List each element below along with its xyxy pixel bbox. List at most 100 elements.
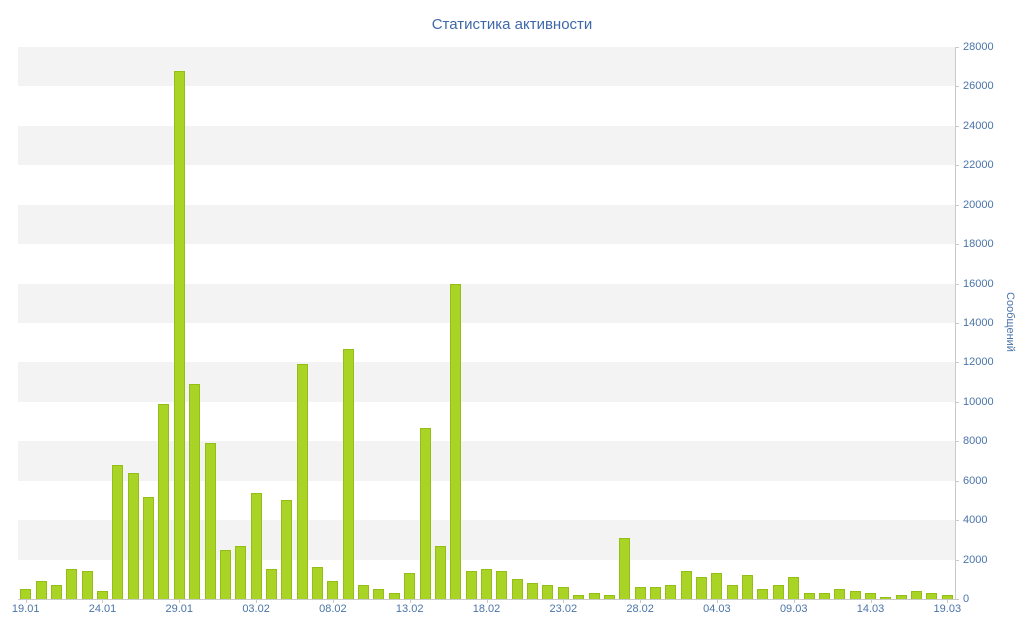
x-tick-label: 13.02 [395, 603, 424, 615]
y-tick [955, 323, 959, 324]
x-tick [870, 599, 872, 603]
background-band [18, 125, 955, 166]
bar-03.02 [250, 492, 262, 599]
bar-09.03 [788, 577, 800, 599]
bar-17.02 [465, 571, 477, 599]
y-tick [955, 165, 959, 167]
x-tick-label: 14.03 [856, 603, 885, 615]
bar-21.01 [50, 585, 62, 599]
x-tick-label: 19.01 [11, 603, 40, 615]
y-tick [955, 125, 959, 127]
bar-28.01 [158, 403, 170, 599]
bar-22.01 [66, 569, 78, 599]
x-tick-label: 18.02 [472, 603, 501, 615]
bar-01.02 [219, 549, 231, 599]
bar-30.01 [189, 384, 201, 599]
y-tick [955, 86, 959, 88]
bar-28.02 [634, 587, 646, 599]
bar-27.01 [143, 496, 155, 599]
bar-26.02 [603, 595, 615, 599]
y-tick-label: 4000 [963, 514, 988, 527]
y-tick [955, 480, 959, 482]
plot-area [18, 47, 955, 599]
y-tick [955, 520, 959, 522]
bar-04.03 [711, 573, 723, 599]
chart-title: Статистика активности [431, 16, 593, 33]
x-tick-label: 04.03 [703, 603, 731, 615]
background-band [18, 283, 955, 323]
y-tick-label: 10000 [963, 395, 994, 408]
bar-04.02 [265, 569, 277, 599]
y-tick-label: 20000 [963, 198, 994, 211]
bar-18.02 [481, 569, 492, 599]
bar-08.03 [772, 585, 784, 599]
bar-06.03 [742, 575, 754, 599]
bar-14.02 [419, 427, 431, 599]
bar-20.01 [35, 581, 47, 599]
bar-19.02 [496, 571, 508, 599]
y-tick [955, 204, 959, 206]
bar-12.03 [834, 589, 846, 599]
y-tick [955, 362, 959, 364]
x-tick [716, 599, 718, 603]
bar-07.03 [757, 589, 769, 599]
bar-27.02 [619, 537, 631, 599]
bar-01.03 [665, 585, 677, 599]
bar-07.02 [312, 567, 324, 599]
y-tick [955, 244, 959, 246]
bar-10.02 [358, 585, 370, 599]
y-tick [955, 47, 959, 48]
bar-17.03 [911, 591, 923, 599]
y-tick-label: 8000 [963, 435, 988, 448]
x-tick-label: 09.03 [779, 603, 808, 615]
background-band [18, 204, 955, 245]
x-tick [947, 599, 949, 603]
y-tick-label: 18000 [963, 238, 994, 251]
bar-19.01 [20, 589, 32, 599]
bar-31.01 [204, 443, 216, 599]
bar-23.02 [557, 587, 569, 599]
bar-15.03 [880, 597, 892, 599]
bar-15.02 [434, 545, 446, 599]
bar-03.03 [696, 577, 708, 599]
y-tick-label: 6000 [963, 474, 988, 487]
bar-06.02 [296, 364, 308, 599]
y-tick [955, 401, 959, 403]
y-axis-title: Сообщений [1004, 292, 1016, 352]
x-tick [25, 599, 27, 603]
bar-11.03 [818, 593, 830, 599]
x-tick-label: 19.03 [933, 603, 962, 615]
bar-24.01 [96, 591, 108, 599]
y-tick-label: 24000 [963, 119, 994, 132]
bar-11.02 [373, 589, 385, 599]
bar-09.02 [342, 348, 354, 599]
bar-13.03 [849, 591, 861, 599]
y-tick-label: 14000 [963, 317, 994, 329]
bar-20.02 [511, 579, 523, 599]
y-tick-label: 2000 [963, 553, 988, 566]
bar-24.02 [573, 595, 585, 599]
y-tick-label: 12000 [963, 356, 994, 369]
bar-22.02 [542, 585, 554, 599]
x-tick [640, 599, 642, 603]
x-tick [563, 599, 565, 603]
x-tick [409, 599, 411, 603]
bar-19.03 [941, 595, 953, 599]
bar-18.03 [926, 593, 938, 599]
x-tick [793, 599, 795, 603]
y-tick-label: 26000 [963, 80, 994, 93]
x-tick-label: 28.02 [626, 603, 654, 615]
y-tick-label: 28000 [963, 41, 994, 53]
bar-16.02 [450, 283, 462, 599]
x-tick [179, 599, 181, 603]
bar-13.02 [404, 573, 416, 599]
background-band [18, 362, 955, 402]
bar-05.02 [281, 500, 293, 599]
x-tick [102, 599, 104, 603]
bar-14.03 [865, 593, 877, 599]
x-tick-label: 23.02 [549, 603, 578, 615]
y-tick [955, 559, 959, 561]
bar-08.02 [327, 581, 339, 599]
y-tick-label: 0 [963, 593, 970, 605]
